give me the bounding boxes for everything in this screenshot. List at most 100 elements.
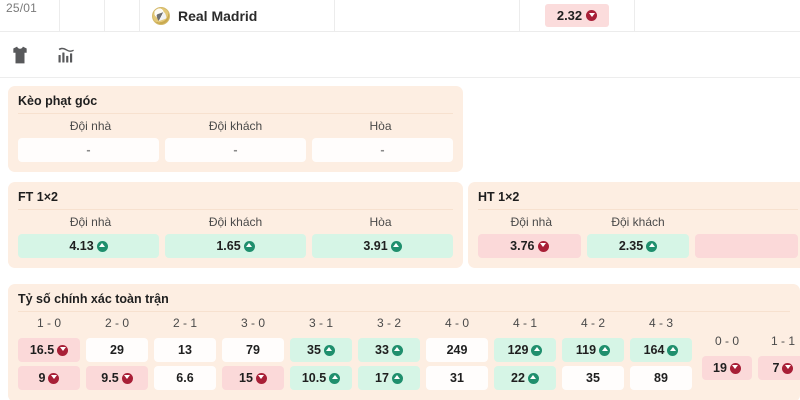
odds-value: 7 [772, 361, 780, 375]
odds-value: 89 [654, 371, 668, 385]
odds-cell[interactable]: 119 [562, 338, 624, 362]
odds-cell[interactable]: 1.65 [165, 234, 306, 258]
odds-value: 17 [375, 371, 389, 385]
odds-cell[interactable]: 2.35 [586, 234, 690, 258]
column-header: Đội nhà [69, 215, 112, 229]
odds-cell[interactable]: 35 [562, 366, 624, 390]
bar-chart-icon[interactable] [54, 43, 78, 67]
score-header: 4 - 3 [648, 316, 673, 330]
odds-cell[interactable]: 3.76 [478, 234, 581, 258]
column-header: Đội nhà [69, 119, 112, 133]
odds-cell[interactable]: 13 [154, 338, 216, 362]
odds-cell[interactable]: 17 [358, 366, 420, 390]
odds-cell[interactable]: 33 [358, 338, 420, 362]
header-blank-cell-3 [335, 0, 520, 32]
arrow-down-icon [586, 10, 598, 21]
odds-cell[interactable]: - [18, 138, 159, 162]
odds-cell[interactable]: 35 [290, 338, 352, 362]
arrow-up-icon [390, 240, 402, 252]
odds-cell[interactable]: - [312, 138, 453, 162]
score-header-row: 1 - 0 2 - 0 2 - 1 3 - 0 3 - 1 3 - 2 4 - … [18, 314, 692, 334]
arrow-up-icon [646, 240, 658, 252]
panel-divider [18, 113, 453, 114]
exact-score-draw-group: 0 - 0 1 - 1 2 - 2 3 - 3 19 7 [702, 314, 800, 380]
arrow-down-icon [121, 372, 133, 384]
arrow-up-icon [391, 372, 403, 384]
odds-cell[interactable]: 15 [222, 366, 284, 390]
odds-cell[interactable]: 164 [630, 338, 692, 362]
odds-cell[interactable]: 10.5 [290, 366, 352, 390]
header-blank-cell-1 [60, 0, 105, 32]
column-header-clipped [691, 212, 798, 234]
ft-odds-panel: FT 1×2 Đội nhà Đội khách Hòa 4.13 1.65 3… [8, 182, 463, 268]
real-madrid-crest-icon [152, 6, 170, 25]
arrow-down-icon [729, 362, 741, 374]
header-blank-cell-4 [635, 0, 800, 32]
odds-cell[interactable]: 22 [494, 366, 556, 390]
panel-divider [18, 311, 790, 312]
header-odds-chip[interactable]: 2.32 [544, 4, 610, 27]
column-header: Đội khách [611, 215, 665, 229]
odds-cell[interactable]: 7 [758, 356, 800, 380]
odds-cell-clipped[interactable] [695, 234, 799, 258]
header-odds-cell[interactable]: 2.32 [520, 0, 635, 32]
draw-score-row: 19 7 12 47 [702, 356, 800, 380]
corner-odds-row: - - - [18, 138, 453, 162]
arrow-up-icon [667, 344, 679, 356]
exact-score-left-group: 1 - 0 2 - 0 2 - 1 3 - 0 3 - 1 3 - 2 4 - … [18, 314, 692, 390]
exact-score-panel: Tỷ số chính xác toàn trận 1 - 0 2 - 0 2 … [8, 284, 800, 400]
odds-cell[interactable]: 89 [630, 366, 692, 390]
odds-cell[interactable]: 4.13 [18, 234, 159, 258]
odds-value: 4.13 [69, 239, 94, 253]
corner-odds-section: Kèo phạt góc Đội nhà Đội khách Hòa - - - [8, 86, 463, 172]
ft-panel-title: FT 1×2 [18, 190, 58, 204]
odds-value: 29 [110, 343, 124, 357]
odds-cell[interactable]: 16.5 [18, 338, 80, 362]
corner-panel-title: Kèo phạt góc [18, 94, 98, 108]
odds-cell[interactable]: 19 [702, 356, 752, 380]
odds-value: 129 [507, 343, 529, 357]
match-date: 25/01 [6, 0, 38, 15]
odds-value: 13 [178, 343, 192, 357]
arrow-up-icon [243, 240, 255, 252]
odds-cell[interactable]: 29 [86, 338, 148, 362]
panel-divider [18, 209, 453, 210]
arrow-up-icon [329, 372, 341, 384]
odds-cell[interactable]: 9 [18, 366, 80, 390]
view-toolbar [0, 32, 800, 78]
odds-value: 31 [450, 371, 464, 385]
odds-cell[interactable]: 79 [222, 338, 284, 362]
arrow-up-icon [527, 372, 539, 384]
score-header: 3 - 2 [376, 316, 401, 330]
odds-value: 164 [643, 343, 665, 357]
odds-cell[interactable]: 249 [426, 338, 488, 362]
odds-value: 15 [239, 371, 253, 385]
odds-cell[interactable]: 3.91 [312, 234, 453, 258]
team-name: Real Madrid [178, 7, 258, 24]
odds-cell[interactable]: 9.5 [86, 366, 148, 390]
odds-cell[interactable]: 6.6 [154, 366, 216, 390]
odds-value: 2.35 [618, 239, 644, 253]
jersey-icon[interactable] [8, 43, 32, 67]
odds-value: 19 [713, 361, 727, 375]
odds-cell[interactable]: - [165, 138, 306, 162]
score-header: 3 - 0 [240, 316, 265, 330]
odds-cell[interactable]: 31 [426, 366, 488, 390]
exact-score-row-1: 16.5 29 13 79 35 [18, 338, 692, 362]
exact-score-row-2: 9 9.5 6.6 15 [18, 366, 692, 390]
home-team-cell[interactable]: Real Madrid [140, 0, 335, 32]
corner-column-headers: Đội nhà Đội khách Hòa [18, 116, 453, 138]
arrow-down-icon [57, 344, 69, 356]
arrow-up-icon [391, 344, 403, 356]
ht-odds-panel: HT 1×2 Đội nhà Đội khách 3.76 2.35 [468, 182, 800, 268]
score-header: 0 - 0 [714, 334, 739, 348]
odds-cell[interactable]: 129 [494, 338, 556, 362]
odds-value: 35 [586, 371, 600, 385]
odds-value: 79 [246, 343, 260, 357]
odds-value: 1.65 [216, 239, 241, 253]
ft-odds-section: FT 1×2 Đội nhà Đội khách Hòa 4.13 1.65 3… [8, 182, 463, 268]
odds-value: 35 [307, 343, 321, 357]
odds-value: 6.6 [176, 371, 194, 385]
ft-column-headers: Đội nhà Đội khách Hòa [18, 212, 453, 234]
